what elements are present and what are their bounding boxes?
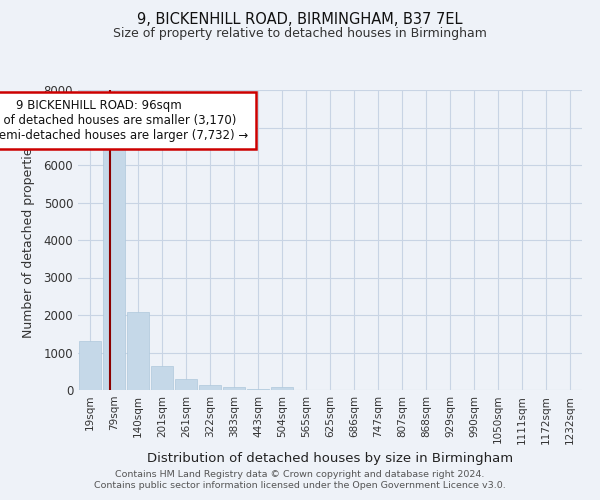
Text: Contains HM Land Registry data © Crown copyright and database right 2024.: Contains HM Land Registry data © Crown c… <box>115 470 485 479</box>
Text: Contains public sector information licensed under the Open Government Licence v3: Contains public sector information licen… <box>94 481 506 490</box>
Text: Size of property relative to detached houses in Birmingham: Size of property relative to detached ho… <box>113 28 487 40</box>
Bar <box>103 142 125 390</box>
Bar <box>127 312 149 390</box>
Bar <box>79 340 101 390</box>
Bar <box>271 386 293 390</box>
X-axis label: Distribution of detached houses by size in Birmingham: Distribution of detached houses by size … <box>147 452 513 465</box>
Bar <box>199 385 221 390</box>
Text: 9 BICKENHILL ROAD: 96sqm
← 29% of detached houses are smaller (3,170)
70% of sem: 9 BICKENHILL ROAD: 96sqm ← 29% of detach… <box>0 100 248 142</box>
Bar <box>151 366 173 390</box>
Bar <box>223 387 245 390</box>
Y-axis label: Number of detached properties: Number of detached properties <box>22 142 35 338</box>
Bar <box>247 388 269 390</box>
Bar <box>175 379 197 390</box>
Text: 9, BICKENHILL ROAD, BIRMINGHAM, B37 7EL: 9, BICKENHILL ROAD, BIRMINGHAM, B37 7EL <box>137 12 463 28</box>
